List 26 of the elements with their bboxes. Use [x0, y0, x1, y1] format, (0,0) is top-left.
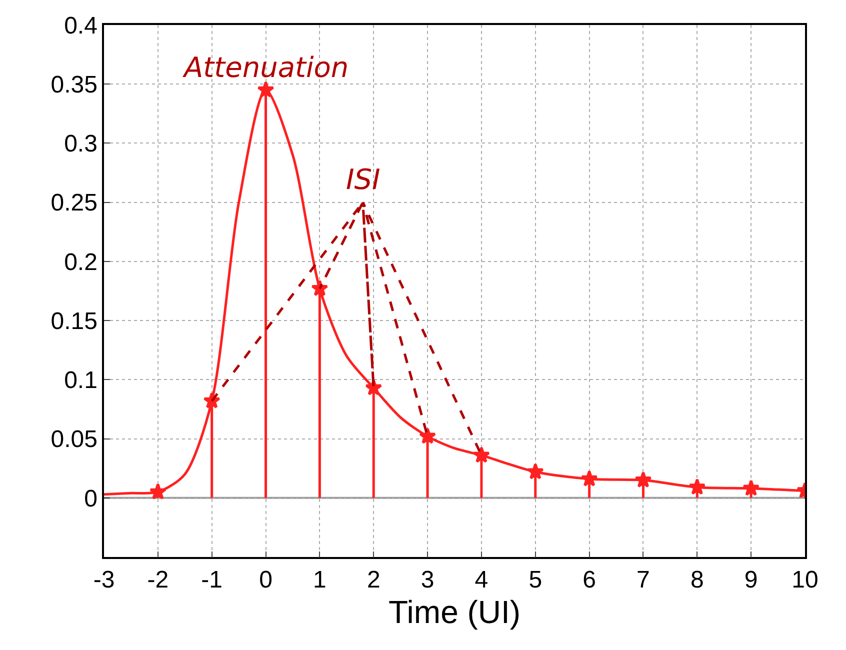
annotation: ISI [346, 163, 380, 196]
y-tick-label: 0.3 [64, 130, 98, 158]
x-tick-label: 9 [744, 566, 758, 594]
x-tick-label: -1 [201, 566, 223, 594]
y-tick-label: 0.15 [50, 308, 98, 335]
x-tick-label: 1 [313, 566, 326, 594]
x-tick-label: 10 [792, 566, 818, 594]
y-tick-label: 0 [84, 485, 98, 512]
x-axis-title: Time (UI) [388, 594, 521, 630]
y-tick-label: 0.25 [50, 190, 98, 217]
x-tick-label: 4 [474, 566, 488, 594]
y-tick-label: 0.4 [64, 12, 98, 40]
x-tick-label: 8 [690, 566, 704, 594]
x-tick-label: -3 [93, 566, 115, 594]
y-tick-label: 0.1 [64, 367, 98, 394]
x-tick-label: 2 [366, 566, 380, 594]
x-tick-label: 0 [259, 566, 272, 594]
x-tick-label: -2 [147, 566, 169, 594]
x-tick-label: 6 [582, 566, 596, 594]
y-tick-label: 0.35 [50, 72, 98, 99]
x-tick-label: 5 [528, 566, 542, 594]
annotation: Attenuation [182, 51, 349, 84]
y-tick-label: 0.2 [64, 248, 98, 276]
x-tick-label: 3 [420, 566, 434, 594]
y-tick-label: 0.05 [50, 426, 98, 454]
x-tick-label: 7 [636, 566, 650, 594]
